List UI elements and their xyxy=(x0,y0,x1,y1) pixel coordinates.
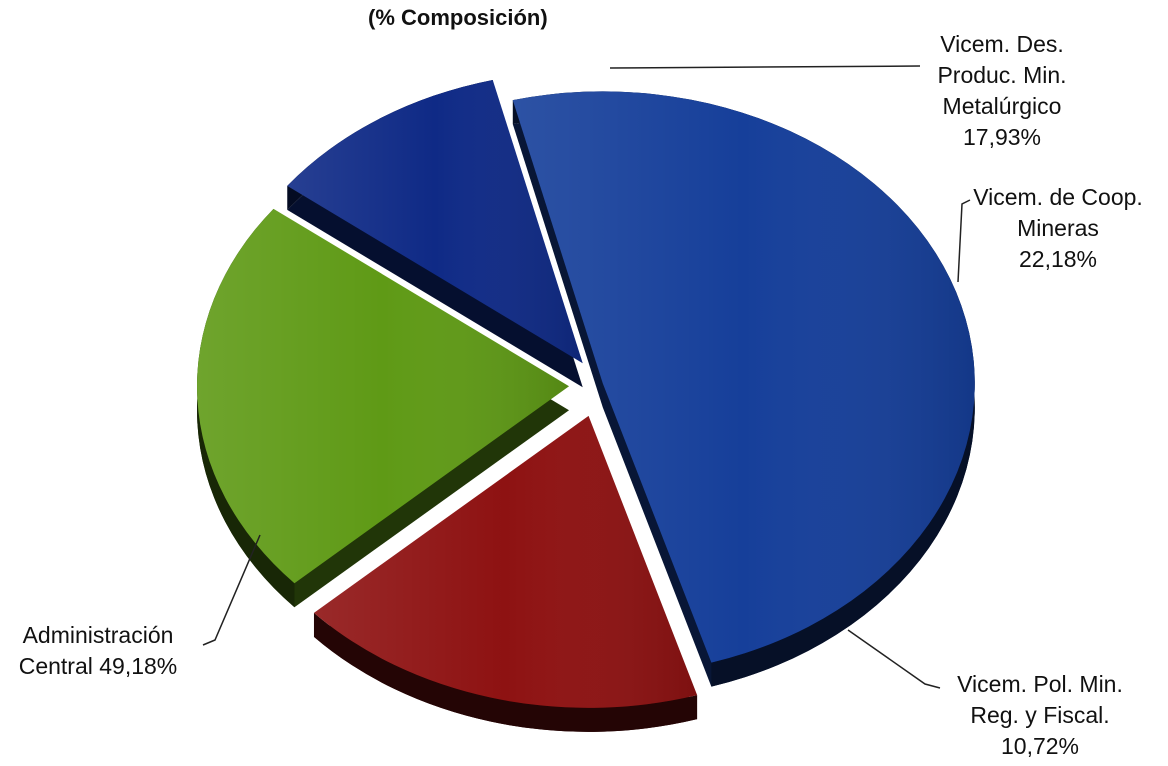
slice-label: Administración Central 49,18% xyxy=(19,622,178,679)
slice-label-line: Administración xyxy=(23,622,174,648)
pie-slice-rim xyxy=(197,208,295,608)
pie-slice-sheen xyxy=(313,415,698,708)
slice-label-line: Vicem. Des. xyxy=(940,31,1064,57)
leader-line xyxy=(957,199,971,283)
pie-slice-sheen xyxy=(197,208,570,584)
slice-label: Vicem. Pol. Min. Reg. y Fiscal. 10,72% xyxy=(957,671,1123,759)
leader-line xyxy=(847,629,941,689)
leader-line xyxy=(609,65,921,69)
slice-label-line: Mineras xyxy=(1017,215,1099,241)
slice-label-line: 10,72% xyxy=(1001,733,1079,759)
slice-label-line: Produc. Min. xyxy=(937,62,1066,88)
slice-label-line: Central 49,18% xyxy=(19,653,178,679)
pie-slice xyxy=(512,91,975,687)
pie-slices xyxy=(197,79,975,732)
slice-label-line: Vicem. de Coop. xyxy=(973,184,1143,210)
leader-lines xyxy=(202,65,971,689)
slice-labels: Administración Central 49,18% Vicem. Des. P… xyxy=(19,31,1143,759)
slice-label-line: 17,93% xyxy=(963,124,1041,150)
chart-title: (% Composición) xyxy=(368,5,548,30)
slice-label-line: 22,18% xyxy=(1019,246,1097,272)
pie-slice-sheen xyxy=(287,79,583,364)
slice-label-line: Metalúrgico xyxy=(943,93,1062,119)
slice-label: Vicem. de Coop. Mineras 22,18% xyxy=(973,184,1143,272)
pie-slice-sheen xyxy=(512,91,975,663)
pie-slice xyxy=(197,208,570,608)
leader-line xyxy=(202,534,261,646)
pie-slice xyxy=(313,415,698,732)
slice-label-line: Reg. y Fiscal. xyxy=(970,702,1109,728)
pie-slice-rim xyxy=(313,612,698,732)
slice-label-line: Vicem. Pol. Min. xyxy=(957,671,1123,697)
pie-slice xyxy=(287,79,583,388)
slice-label: Vicem. Des. Produc. Min. Metalúrgico 17,93% xyxy=(937,31,1066,150)
